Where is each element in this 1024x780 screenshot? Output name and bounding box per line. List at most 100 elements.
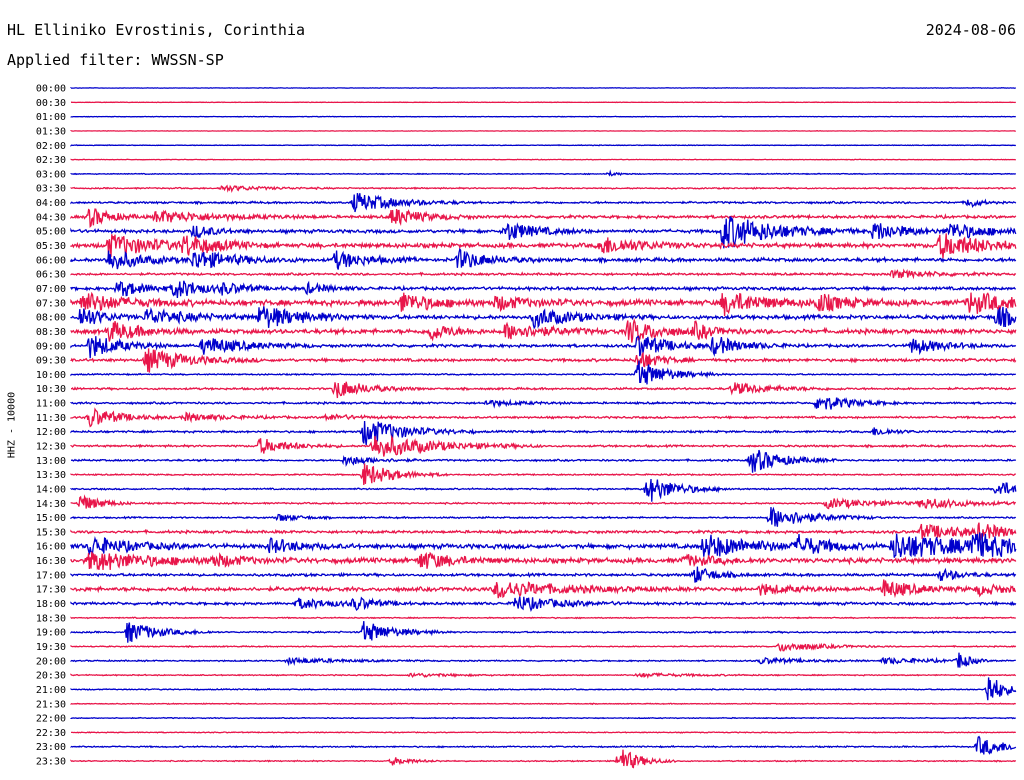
time-label: 07:30 [36,298,66,309]
trace-line [70,184,1016,193]
time-label: 06:00 [36,255,66,266]
time-label: 17:30 [36,585,66,596]
time-label: 21:00 [36,685,66,696]
time-label: 09:00 [36,341,66,352]
trace-line [71,381,1016,399]
time-label: 21:30 [36,699,66,710]
filter-label: Applied filter: WWSSN-SP [7,51,224,69]
time-label: 22:30 [36,728,66,739]
trace-line [70,268,1017,280]
time-label: 18:00 [36,599,66,610]
trace-line [70,532,1017,558]
trace-line [70,306,1017,330]
time-label: 13:30 [36,470,66,481]
y-axis-label: HHZ - 10000 [6,391,18,459]
time-label: 18:30 [36,613,66,624]
trace-line [70,566,1017,583]
time-label: 05:00 [36,227,66,238]
time-label: 16:00 [36,542,66,553]
date-label: 2024-08-06 [925,21,1016,39]
trace-line [70,506,1017,527]
time-label: 15:00 [36,513,66,524]
time-label: 20:00 [36,656,66,667]
trace-line [70,397,1017,410]
time-label: 09:30 [36,356,66,367]
trace-line [70,407,1016,428]
time-label: 04:30 [36,212,66,223]
time-label: 08:00 [36,313,66,324]
time-label: 13:00 [36,456,66,467]
trace-line [70,735,1017,755]
time-label: 19:30 [36,642,66,653]
time-label: 16:30 [36,556,66,567]
time-label: 00:00 [36,84,66,95]
trace-line [70,193,1017,213]
station-title: HL Elliniko Evrostinis, Corinthia [7,21,306,39]
trace-line [70,749,1017,769]
trace-line [70,579,1016,599]
time-label: 23:00 [36,742,66,753]
time-label: 03:00 [36,169,66,180]
trace-line [70,702,1016,706]
trace-line [70,522,1017,542]
trace-line [70,280,1016,298]
time-label: 05:30 [36,241,66,252]
trace-group [70,86,1017,769]
time-label: 20:30 [36,671,66,682]
time-label: 02:30 [36,155,66,166]
time-label: 03:30 [36,184,66,195]
trace-line [70,463,1016,486]
trace-line [70,348,1017,373]
trace-line [70,642,1017,652]
time-label: 02:00 [36,141,66,152]
trace-line [70,318,1017,343]
trace-line [70,494,1016,510]
time-label: 19:00 [36,628,66,639]
time-label: 07:00 [36,284,66,295]
trace-line [70,677,1017,701]
time-label: 15:30 [36,527,66,538]
time-label: 01:00 [36,112,66,123]
trace-line [70,216,1017,249]
trace-line [70,115,1016,118]
trace-line [70,247,1017,270]
time-label: 14:30 [36,499,66,510]
time-label: 11:00 [36,399,66,410]
time-label: 22:00 [36,714,66,725]
trace-line [70,169,1017,177]
time-label: 04:00 [36,198,66,209]
trace-line [70,233,1017,259]
trace-line [70,420,1017,446]
time-label-group: 00:00 00:30 01:00 01:30 02:00 02:30 03:00 03:30… [36,84,66,768]
time-label: 14:00 [36,484,66,495]
time-label: 17:00 [36,570,66,581]
time-label: 10:00 [36,370,66,381]
trace-line [70,616,1017,620]
time-label: 11:30 [36,413,66,424]
trace-line [70,551,1017,571]
trace-line [70,129,1016,132]
trace-line [71,730,1016,734]
trace-line [70,208,1017,228]
time-label: 23:30 [36,757,66,768]
trace-line [70,158,1016,161]
trace-line [70,86,1017,89]
time-label: 10:30 [36,384,66,395]
trace-line [70,335,1017,359]
time-label: 01:30 [36,126,66,137]
trace-line [70,449,1017,473]
time-label: 08:30 [36,327,66,338]
trace-line [70,672,1017,679]
time-label: 12:00 [36,427,66,438]
trace-line [70,716,1016,720]
trace-line [70,596,1017,612]
trace-line [70,434,1017,457]
time-label: 00:30 [36,98,66,109]
trace-line [70,291,1017,317]
trace-line [70,101,1017,104]
trace-line [70,621,1017,643]
trace-line [70,652,1016,668]
trace-line [70,478,1017,502]
trace-line [70,360,1016,385]
